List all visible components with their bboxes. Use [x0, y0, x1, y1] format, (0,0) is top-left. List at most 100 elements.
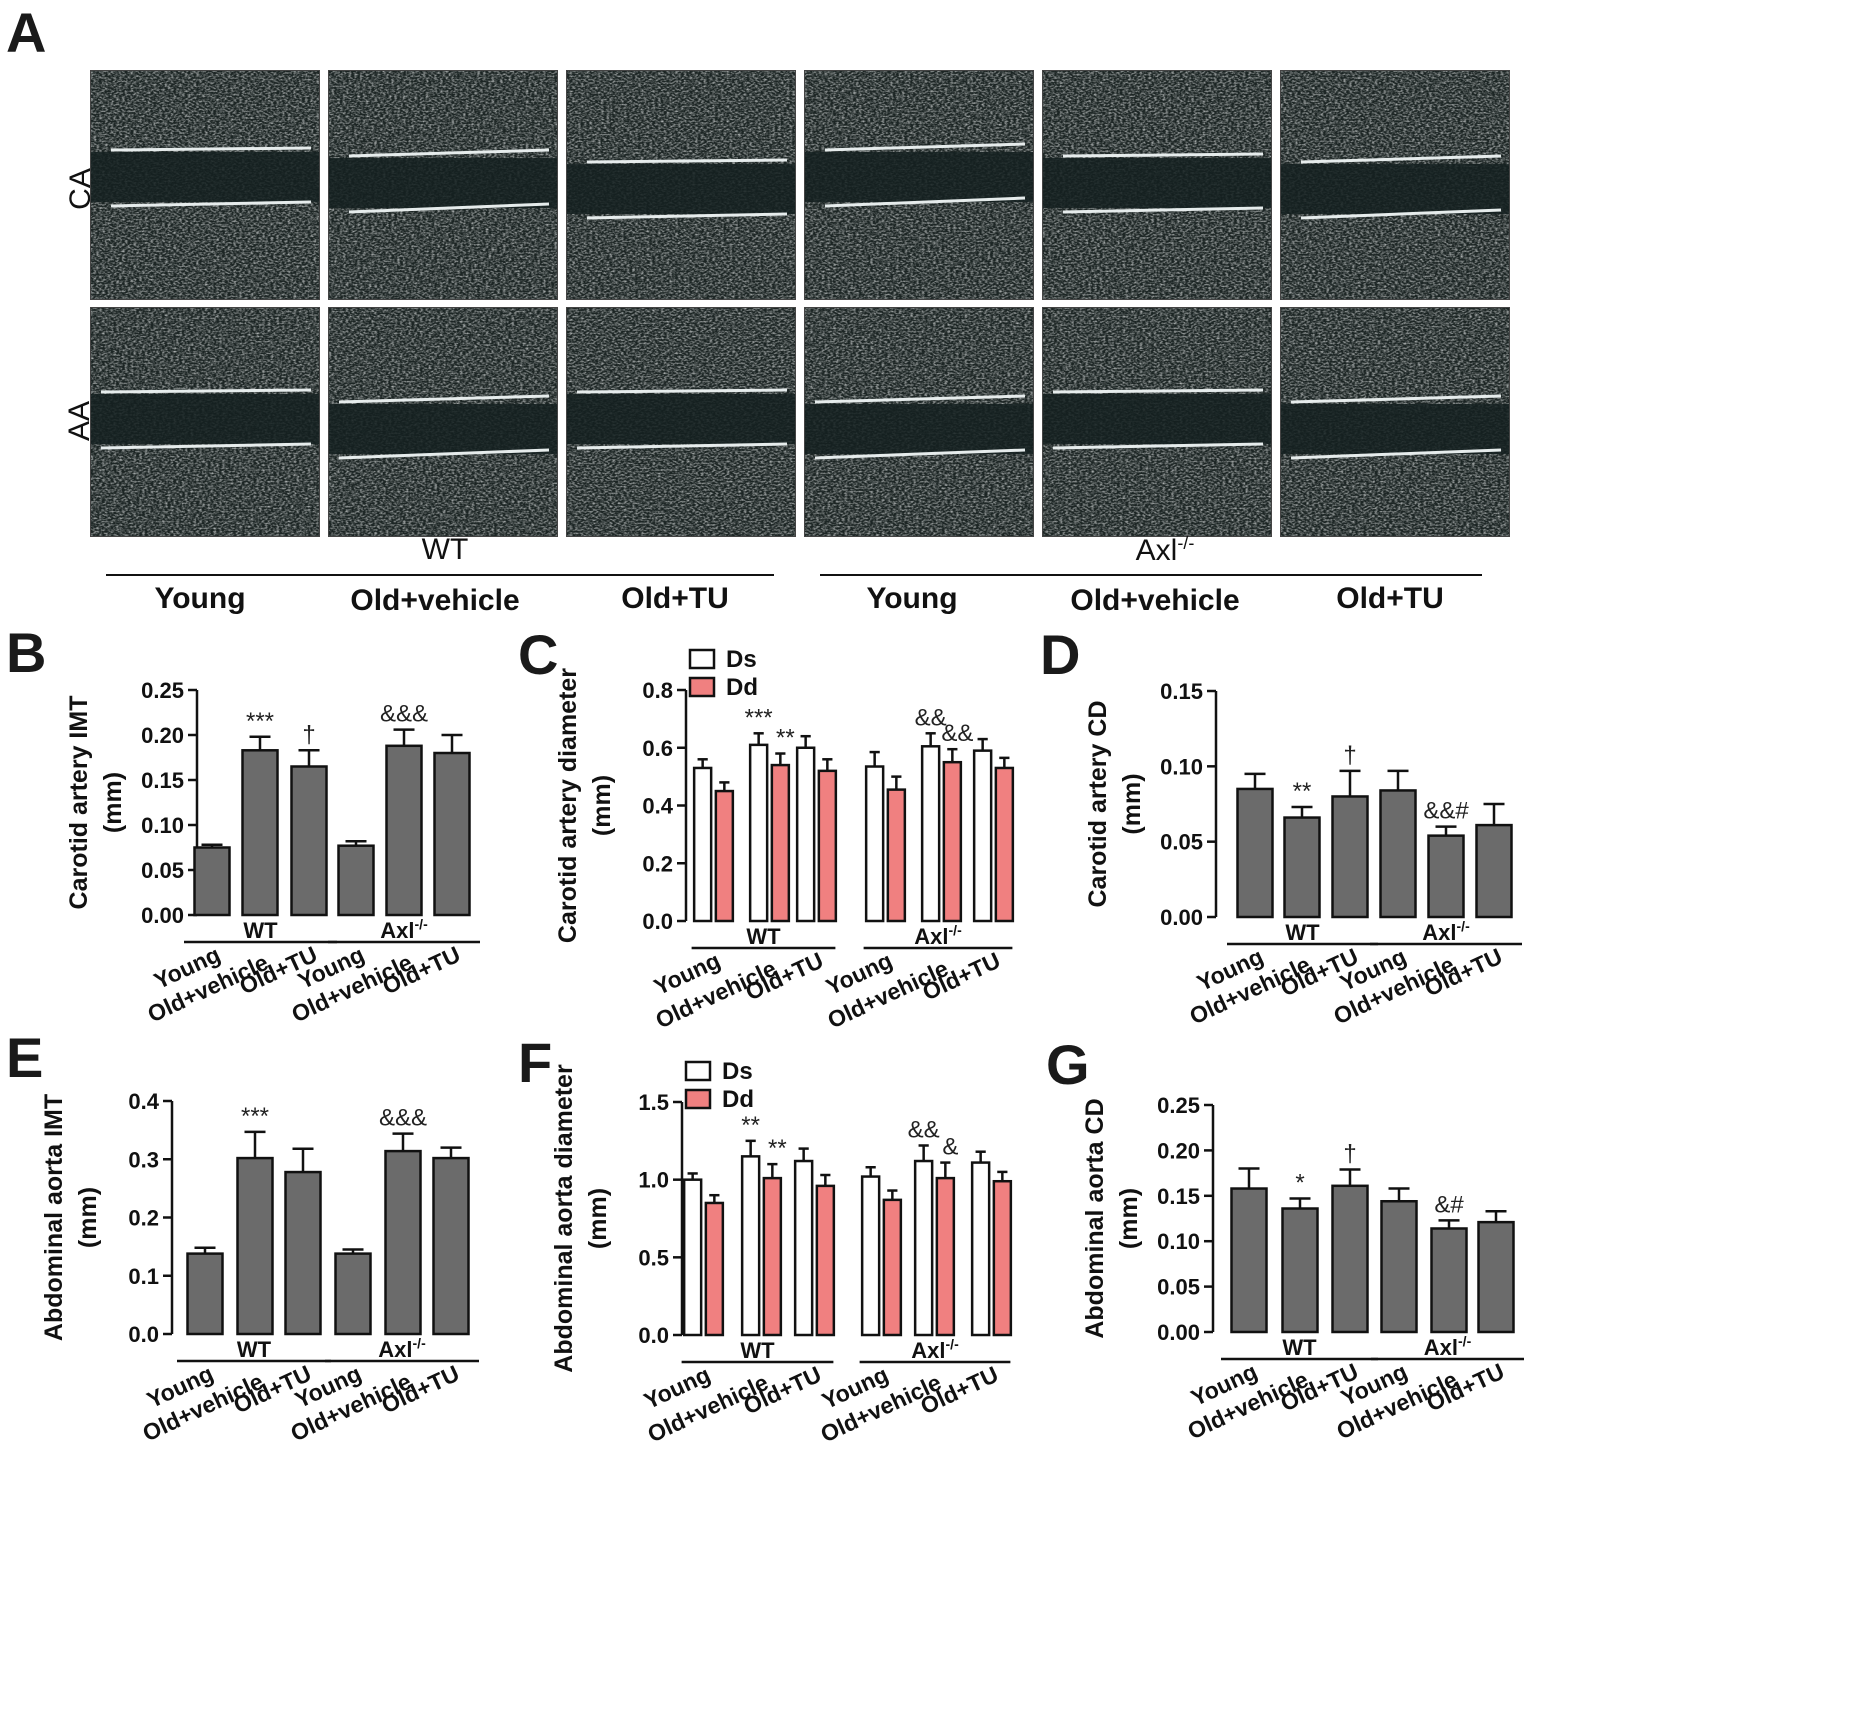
- condition-label: Old+TU: [621, 582, 729, 615]
- bar: [1331, 795, 1369, 919]
- y-axis-label: Carotid artery IMT: [65, 696, 93, 910]
- bar-ds: [692, 766, 713, 923]
- bar-dd: [886, 788, 907, 923]
- panel-letter-c: C: [518, 623, 559, 686]
- condition-label: Old+vehicle: [350, 584, 520, 617]
- group-line-axl: [820, 574, 1482, 576]
- y-tick-label: 0.10: [1157, 1229, 1200, 1254]
- panel-letter-d: D: [1040, 623, 1081, 686]
- y-axis-label: (mm): [74, 1187, 102, 1248]
- y-axis-label: (mm): [584, 1188, 612, 1249]
- significance-annotation: ***: [241, 1103, 269, 1130]
- bar: [1430, 1227, 1468, 1334]
- bar-dd: [815, 1184, 836, 1337]
- bar: [193, 846, 231, 917]
- bar-ds: [740, 1155, 761, 1337]
- bar: [385, 744, 423, 917]
- bar-ds: [970, 1161, 991, 1337]
- y-tick-label: 1.5: [638, 1090, 669, 1115]
- significance-annotation: ***: [745, 704, 773, 731]
- y-tick-label: 0.5: [638, 1245, 669, 1270]
- bar: [1475, 823, 1513, 919]
- bar-ds: [913, 1159, 934, 1337]
- significance-annotation: &: [942, 1134, 958, 1161]
- legend-label: Dd: [722, 1086, 754, 1113]
- significance-annotation: †: [1343, 1140, 1356, 1167]
- ultrasound-image: [328, 307, 558, 537]
- condition-label: Young: [866, 582, 958, 615]
- y-tick-label: 0.15: [141, 768, 184, 793]
- bar-dd: [942, 760, 963, 923]
- bar: [384, 1149, 422, 1336]
- y-tick-label: 0.05: [1157, 1275, 1200, 1300]
- condition-label: Old+TU: [1336, 582, 1444, 615]
- y-tick-label: 0.0: [642, 909, 673, 934]
- legend-label: Ds: [726, 646, 757, 673]
- significance-annotation: **: [741, 1112, 760, 1139]
- significance-annotation: &&: [941, 720, 973, 747]
- y-axis-label: Abdominal aorta diameter: [550, 1064, 578, 1373]
- bar: [290, 765, 328, 917]
- group-label: WT: [1282, 1335, 1317, 1360]
- legend-swatch: [684, 1060, 712, 1082]
- bar: [1230, 1187, 1268, 1334]
- y-tick-label: 0.0: [638, 1323, 669, 1348]
- significance-annotation: &&: [908, 1116, 940, 1143]
- bar-dd: [882, 1198, 903, 1337]
- ultrasound-image: [90, 307, 320, 537]
- y-tick-label: 0.00: [1157, 1320, 1200, 1345]
- bar-ds: [748, 743, 769, 923]
- group-label: WT: [740, 1338, 775, 1363]
- bar-dd: [935, 1176, 956, 1337]
- significance-annotation: ***: [246, 708, 274, 735]
- significance-annotation: **: [776, 725, 795, 752]
- y-axis-label: (mm): [99, 772, 127, 833]
- ultrasound-image: [566, 307, 796, 537]
- ultrasound-image: [1042, 307, 1272, 537]
- y-tick-label: 0.10: [141, 813, 184, 838]
- group-label-wt: WT: [421, 533, 469, 566]
- significance-annotation: *: [1295, 1170, 1304, 1197]
- panel-letter-e: E: [6, 1026, 44, 1089]
- legend-swatch: [684, 1088, 712, 1110]
- panel-letter-f: F: [518, 1031, 553, 1094]
- y-tick-label: 0.6: [642, 736, 673, 761]
- y-tick-label: 0.00: [1160, 905, 1203, 930]
- group-label: WT: [243, 918, 278, 943]
- ultrasound-image: [90, 70, 320, 300]
- ultrasound-image: [1280, 307, 1510, 537]
- bar: [1236, 787, 1274, 919]
- bar: [1283, 816, 1321, 919]
- significance-annotation: †: [1343, 742, 1356, 769]
- group-line-wt: [106, 574, 774, 576]
- bar-dd: [704, 1201, 725, 1337]
- significance-annotation: **: [768, 1135, 787, 1162]
- y-axis-label: (mm): [588, 775, 616, 836]
- bar-ds: [864, 765, 885, 923]
- y-axis-label: Abdominal aorta IMT: [40, 1094, 68, 1341]
- y-tick-label: 0.25: [1157, 1093, 1200, 1118]
- ultrasound-image: [1042, 70, 1272, 300]
- bar: [236, 1156, 274, 1336]
- y-tick-label: 0.3: [128, 1147, 159, 1172]
- ultrasound-image: [804, 307, 1034, 537]
- y-tick-label: 0.25: [141, 678, 184, 703]
- y-axis-label: (mm): [1115, 1188, 1143, 1249]
- bar: [284, 1170, 322, 1336]
- legend-swatch: [688, 648, 716, 670]
- group-label-axl: Axl-/-: [1135, 533, 1195, 567]
- significance-annotation: &&&: [379, 1105, 427, 1132]
- y-tick-label: 0.8: [642, 678, 673, 703]
- bar-ds: [972, 749, 993, 923]
- y-tick-label: 0.4: [128, 1089, 159, 1114]
- panel-letter-g: G: [1046, 1033, 1090, 1096]
- group-label: Axl-/-: [378, 1335, 426, 1362]
- significance-annotation: †: [302, 721, 315, 748]
- legend-label: Ds: [722, 1058, 753, 1085]
- bar: [1331, 1184, 1369, 1334]
- bar: [433, 751, 471, 917]
- ultrasound-image: [1280, 70, 1510, 300]
- ultrasound-image: [804, 70, 1034, 300]
